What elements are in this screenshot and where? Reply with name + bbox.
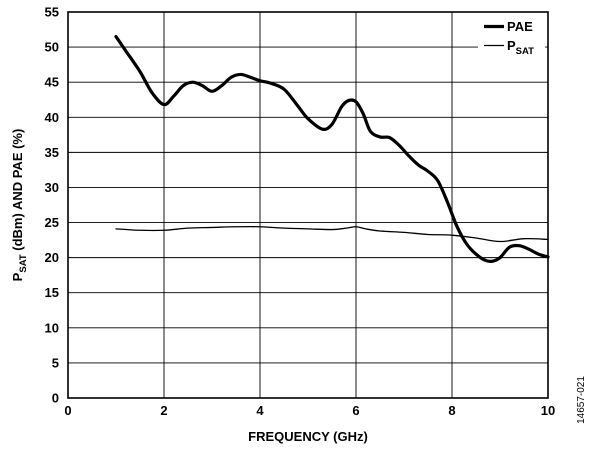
legend-label-psat-sub: SAT [516,46,534,57]
x-tick-label: 8 [448,403,455,418]
y-axis-title: PSAT (dBm) AND PAE (%) [10,129,29,282]
tick-labels: 0 2 4 6 8 10 0 5 10 15 20 25 30 35 40 45 50 55 [45,5,556,419]
x-tick-label: 0 [64,403,71,418]
y-tick-label: 20 [45,250,59,265]
x-tick-label: 10 [541,403,555,418]
y-tick-label: 50 [45,40,59,55]
legend: PAE PSAT [478,16,545,57]
legend-label-pae-main: PAE [507,19,533,34]
y-tick-label: 15 [45,285,59,300]
series-layer [114,34,550,264]
y-axis-title-subscript: SAT [18,254,29,272]
grid [68,12,548,398]
y-tick-label: 0 [52,391,59,406]
legend-background [478,16,545,56]
y-tick-label: 40 [45,110,59,125]
legend-label-psat-main: P [507,38,516,53]
x-tick-label: 2 [160,403,167,418]
y-tick-label: 25 [45,215,59,230]
series-line-psat [115,225,549,243]
x-tick-label: 4 [256,403,264,418]
legend-label-pae: PAE [507,19,533,34]
y-axis-title-rest: (dBm) AND PAE (%) [10,129,25,255]
y-tick-label: 55 [45,5,59,20]
y-tick-label: 5 [52,355,59,370]
y-tick-label: 45 [45,75,59,90]
plot-frame [67,11,549,399]
figure-id: 14657-021 [576,376,587,424]
y-tick-label: 35 [45,145,59,160]
legend-label-psat: PSAT [507,38,534,57]
y-tick-label: 10 [45,320,59,335]
x-tick-label: 6 [352,403,359,418]
x-axis-title: FREQUENCY (GHz) [248,429,368,444]
y-axis-title-main: P [10,272,25,281]
y-tick-label: 30 [45,180,59,195]
series-line-pae [114,34,550,264]
